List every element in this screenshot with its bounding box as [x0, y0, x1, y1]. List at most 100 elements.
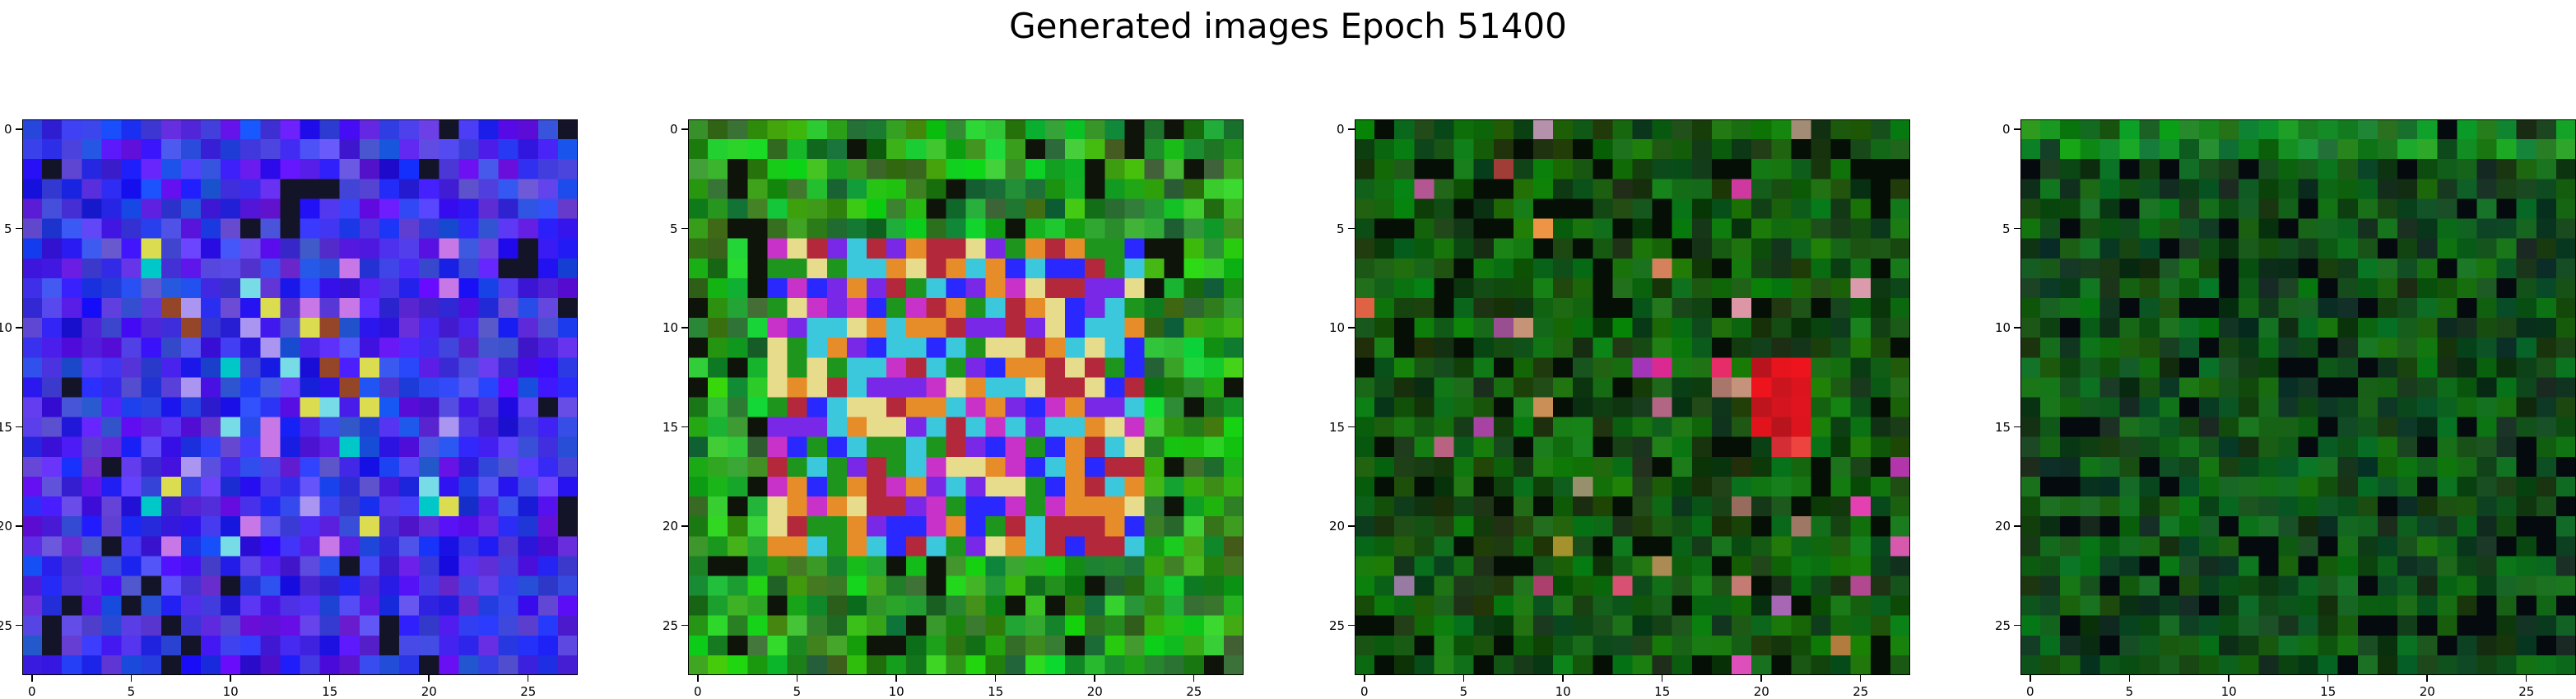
x-tick-mark: [527, 675, 529, 682]
y-tick-mark: [1348, 624, 1355, 627]
y-tick-mark: [2014, 426, 2020, 428]
x-tick-mark: [328, 675, 331, 682]
x-tick-mark: [2030, 675, 2031, 682]
y-tick-mark: [681, 426, 688, 428]
y-tick-mark: [681, 327, 688, 329]
x-tick-label: 20: [1753, 684, 1769, 699]
y-tick-mark: [16, 128, 22, 130]
y-tick-label: 20: [663, 519, 679, 534]
generated-image-4: [2020, 119, 2576, 675]
y-tick-mark: [681, 227, 688, 230]
x-tick-label: 5: [1459, 684, 1468, 699]
y-tick-mark: [1348, 525, 1355, 527]
x-tick-label: 25: [520, 684, 537, 699]
x-tick-mark: [31, 675, 33, 682]
x-tick-label: 0: [28, 684, 36, 699]
y-tick-label: 0: [4, 122, 12, 137]
y-tick-mark: [2014, 624, 2020, 627]
x-tick-mark: [796, 675, 798, 682]
y-tick-label: 15: [0, 419, 13, 435]
x-tick-mark: [230, 675, 231, 682]
x-tick-mark: [1364, 675, 1365, 682]
x-tick-mark: [130, 675, 133, 682]
y-tick-mark: [2014, 327, 2020, 329]
y-tick-label: 5: [1337, 221, 1345, 236]
y-tick-mark: [681, 128, 688, 130]
y-tick-mark: [681, 624, 688, 627]
x-tick-mark: [895, 675, 897, 682]
y-tick-label: 5: [670, 221, 678, 236]
x-tick-label: 20: [2419, 684, 2435, 699]
x-tick-label: 10: [222, 684, 239, 699]
x-tick-label: 10: [2220, 684, 2237, 699]
x-tick-mark: [994, 675, 997, 682]
y-tick-mark: [16, 426, 22, 428]
x-tick-label: 10: [1555, 684, 1571, 699]
x-tick-label: 10: [888, 684, 904, 699]
x-tick-label: 0: [2026, 684, 2034, 699]
figure-title: Generated images Epoch 51400: [1009, 6, 1567, 46]
generated-image-3: [1355, 119, 1910, 675]
x-tick-mark: [428, 675, 430, 682]
y-tick-label: 5: [4, 221, 12, 236]
y-tick-label: 20: [1329, 519, 1346, 534]
y-tick-mark: [2014, 227, 2020, 230]
y-tick-label: 10: [0, 320, 13, 336]
y-tick-mark: [2014, 128, 2020, 130]
x-tick-label: 0: [694, 684, 702, 699]
heatmap-panel-3: 0 5 10 15 20 25 0 5 10 15 20 25: [1329, 119, 1910, 698]
x-tick-mark: [1760, 675, 1762, 682]
x-tick-mark: [1859, 675, 1862, 682]
x-tick-mark: [1562, 675, 1564, 682]
x-tick-label: 25: [2518, 684, 2535, 699]
y-tick-label: 5: [2002, 221, 2011, 236]
y-tick-label: 15: [1995, 419, 2011, 435]
y-tick-mark: [16, 624, 22, 627]
y-tick-label: 20: [1995, 519, 2011, 534]
x-tick-label: 15: [322, 684, 338, 699]
x-tick-label: 5: [127, 684, 136, 699]
heatmap-panel-4: 0 5 10 15 20 25 0 5 10 15 20 25: [1995, 119, 2576, 698]
y-tick-label: 0: [2002, 122, 2011, 137]
y-tick-mark: [2014, 525, 2020, 527]
x-tick-mark: [2525, 675, 2527, 682]
x-tick-label: 15: [2320, 684, 2337, 699]
x-tick-label: 25: [1853, 684, 1869, 699]
x-tick-label: 20: [1086, 684, 1103, 699]
x-tick-label: 15: [1654, 684, 1671, 699]
x-tick-label: 15: [988, 684, 1004, 699]
y-tick-mark: [1348, 327, 1355, 329]
x-tick-mark: [2228, 675, 2230, 682]
x-tick-mark: [2327, 675, 2329, 682]
y-tick-label: 0: [1337, 122, 1345, 137]
y-tick-label: 10: [1329, 320, 1346, 336]
x-tick-mark: [2426, 675, 2428, 682]
y-tick-label: 10: [1995, 320, 2011, 336]
y-tick-mark: [1348, 227, 1355, 230]
y-tick-mark: [681, 525, 688, 527]
x-tick-mark: [1094, 675, 1095, 682]
x-tick-mark: [1462, 675, 1465, 682]
generated-image-1: [22, 119, 578, 675]
y-tick-mark: [1348, 426, 1355, 428]
x-tick-mark: [1661, 675, 1663, 682]
x-tick-mark: [1193, 675, 1195, 682]
y-tick-label: 15: [1329, 419, 1346, 435]
x-tick-label: 25: [1186, 684, 1202, 699]
y-tick-label: 25: [0, 617, 13, 633]
x-tick-label: 20: [421, 684, 437, 699]
y-tick-mark: [16, 227, 22, 230]
y-tick-mark: [1348, 128, 1355, 130]
x-tick-mark: [2128, 675, 2131, 682]
y-tick-label: 15: [663, 419, 679, 435]
y-tick-label: 0: [670, 122, 678, 137]
y-tick-label: 25: [1995, 617, 2011, 633]
heatmap-panel-1: 0 5 10 15 20 25 0 5 10 15 20 25: [0, 119, 578, 698]
y-tick-label: 25: [1329, 617, 1346, 633]
y-tick-label: 20: [0, 519, 13, 534]
x-tick-label: 5: [2125, 684, 2134, 699]
y-tick-mark: [16, 327, 22, 329]
y-tick-mark: [16, 525, 22, 527]
x-tick-mark: [697, 675, 699, 682]
x-tick-label: 5: [793, 684, 802, 699]
